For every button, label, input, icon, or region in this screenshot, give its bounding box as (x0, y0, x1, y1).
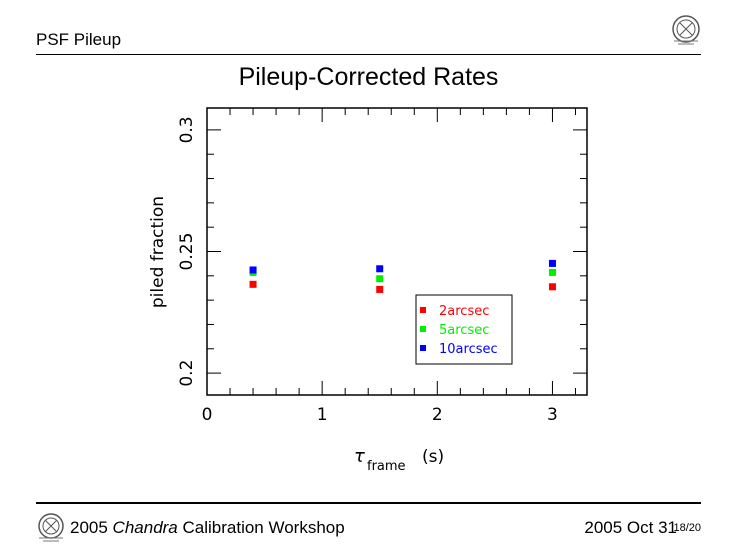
chart: 0 1 2 3 0.2 0.25 0.3 piled fraction τ frame (s) 2ar… (148, 107, 588, 474)
plot-frame (206, 107, 588, 396)
x-tick-label: 1 (317, 405, 328, 425)
x-axis-label-unit: (s) (422, 447, 444, 467)
legend-marker-2arcsec (420, 307, 426, 313)
data-point-2arcsec (548, 283, 556, 291)
footer-date: 2005 Oct 31 (584, 518, 677, 537)
legend-label-10arcsec: 10arcsec (439, 342, 498, 357)
legend-marker-5arcsec (420, 326, 426, 332)
data-point-2arcsec (249, 280, 257, 288)
legend-marker-10arcsec (420, 345, 426, 351)
legend-label-5arcsec: 5arcsec (439, 323, 489, 338)
legend-box (415, 294, 513, 365)
workshop-prefix: 2005 (70, 518, 113, 537)
data-point-5arcsec (376, 275, 384, 283)
x-axis-label-symbol: τ (354, 446, 365, 467)
chandra-logo-footer-icon (38, 513, 64, 542)
x-tick-label: 3 (547, 405, 558, 425)
workshop-suffix: Calibration Workshop (177, 518, 345, 537)
section-header: PSF Pileup (36, 30, 122, 49)
chandra-logo-icon (672, 15, 700, 45)
x-tick-label: 2 (432, 405, 443, 425)
data-point-10arcsec (548, 259, 556, 267)
data-point-2arcsec (376, 285, 384, 293)
footer-rule (36, 502, 701, 504)
y-tick-label: 0.2 (177, 360, 197, 387)
y-tick-label: 0.25 (177, 233, 197, 271)
y-tick-label: 0.3 (177, 116, 197, 143)
workshop-name: 2005 Chandra Calibration Workshop (70, 518, 345, 538)
x-axis-label-sub: frame (367, 459, 406, 474)
data-point-10arcsec (376, 265, 384, 273)
data-point-10arcsec (249, 266, 257, 274)
x-tick-label: 0 (202, 405, 213, 425)
page-number: 18/20 (673, 522, 701, 534)
y-axis-label: piled fraction (148, 196, 168, 308)
header-rule (36, 54, 701, 55)
workshop-italic: Chandra (112, 518, 178, 537)
data-point-5arcsec (548, 268, 556, 276)
legend-label-2arcsec: 2arcsec (439, 304, 489, 319)
chart-title: Pileup-Corrected Rates (238, 63, 499, 91)
